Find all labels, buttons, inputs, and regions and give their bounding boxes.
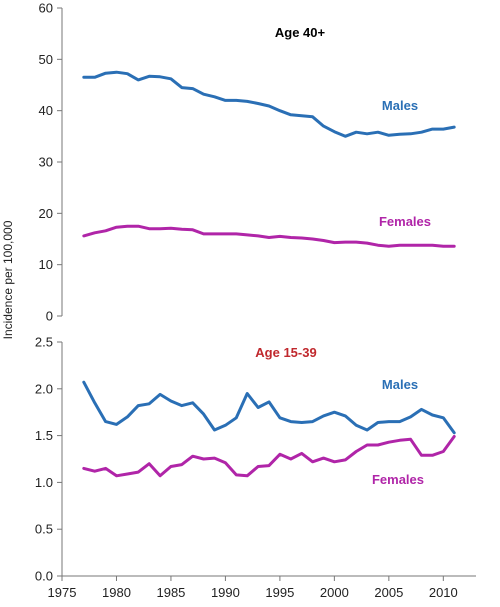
panel-axes: 0 10 20 30 40 50 60 [39, 1, 63, 324]
panel-age-40-plus: 0 10 20 30 40 50 60 Age 40+ Males Females [39, 1, 456, 324]
series-line-males [82, 380, 456, 435]
x-tick-label: 2005 [374, 585, 403, 600]
x-tick-label: 2010 [429, 585, 458, 600]
y-tick-label: 50 [39, 52, 53, 67]
series-label-males: Males [382, 98, 418, 113]
y-tick-label: 2.5 [35, 335, 53, 350]
y-tick-label: 20 [39, 206, 53, 221]
panel-age-15-39: 0.0 0.5 1.0 1.5 2.0 2.5 1975 1980 1985 1990 1995 20… [35, 335, 476, 600]
y-tick-label: 0 [46, 309, 53, 324]
y-tick-label: 40 [39, 103, 53, 118]
series-label-females: Females [379, 214, 431, 229]
panel-series-lines [82, 70, 456, 248]
y-tick-label: 30 [39, 155, 53, 170]
y-tick-label: 10 [39, 257, 53, 272]
x-tick-label: 1995 [265, 585, 294, 600]
x-tick-label: 2000 [320, 585, 349, 600]
y-tick-label: 60 [39, 1, 53, 16]
x-tick-label: 1985 [156, 585, 185, 600]
series-label-females: Females [372, 472, 424, 487]
series-label-males: Males [382, 377, 418, 392]
panel-title: Age 15-39 [255, 345, 316, 360]
y-tick-label: 1.5 [35, 428, 53, 443]
y-tick-label: 0.0 [35, 569, 53, 584]
series-line-females [82, 435, 456, 478]
panel-series-lines [82, 380, 456, 478]
x-tick-label: 1990 [211, 585, 240, 600]
panel-title: Age 40+ [275, 25, 326, 40]
y-tick-label: 2.0 [35, 381, 53, 396]
y-tick-label: 1.0 [35, 475, 53, 490]
y-axis-label: Incidence per 100,000 [1, 220, 15, 339]
x-tick-label: 1975 [48, 585, 77, 600]
y-tick-label: 0.5 [35, 522, 53, 537]
series-line-males [82, 70, 456, 138]
series-line-females [82, 224, 456, 248]
panel-axes: 0.0 0.5 1.0 1.5 2.0 2.5 1975 1980 1985 1990 1995 20… [35, 335, 476, 600]
x-tick-label: 1980 [102, 585, 131, 600]
